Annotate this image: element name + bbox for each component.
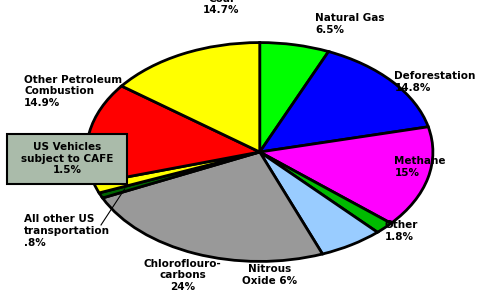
Text: Coal
14.7%: Coal 14.7% <box>203 0 239 15</box>
Wedge shape <box>121 43 259 152</box>
Text: Natural Gas
6.5%: Natural Gas 6.5% <box>314 13 384 35</box>
Wedge shape <box>102 152 322 261</box>
Wedge shape <box>259 127 432 223</box>
Wedge shape <box>259 43 328 152</box>
Text: Methane
15%: Methane 15% <box>394 156 445 178</box>
Wedge shape <box>259 152 390 232</box>
Text: Other
1.8%: Other 1.8% <box>384 220 417 242</box>
Wedge shape <box>94 152 259 193</box>
Text: Chloroflouro-
carbons
24%: Chloroflouro- carbons 24% <box>144 259 221 292</box>
Text: Deforestation
14.8%: Deforestation 14.8% <box>394 71 475 93</box>
Text: Nitrous
Oxide 6%: Nitrous Oxide 6% <box>241 264 296 286</box>
Wedge shape <box>99 152 259 198</box>
FancyBboxPatch shape <box>7 134 127 184</box>
Wedge shape <box>259 152 377 254</box>
Text: All other US
transportation
.8%: All other US transportation .8% <box>24 214 110 248</box>
Text: US Vehicles
subject to CAFE
1.5%: US Vehicles subject to CAFE 1.5% <box>21 142 113 175</box>
Wedge shape <box>259 52 427 152</box>
Wedge shape <box>86 86 259 183</box>
Text: Other Petroleum
Combustion
14.9%: Other Petroleum Combustion 14.9% <box>24 74 122 108</box>
